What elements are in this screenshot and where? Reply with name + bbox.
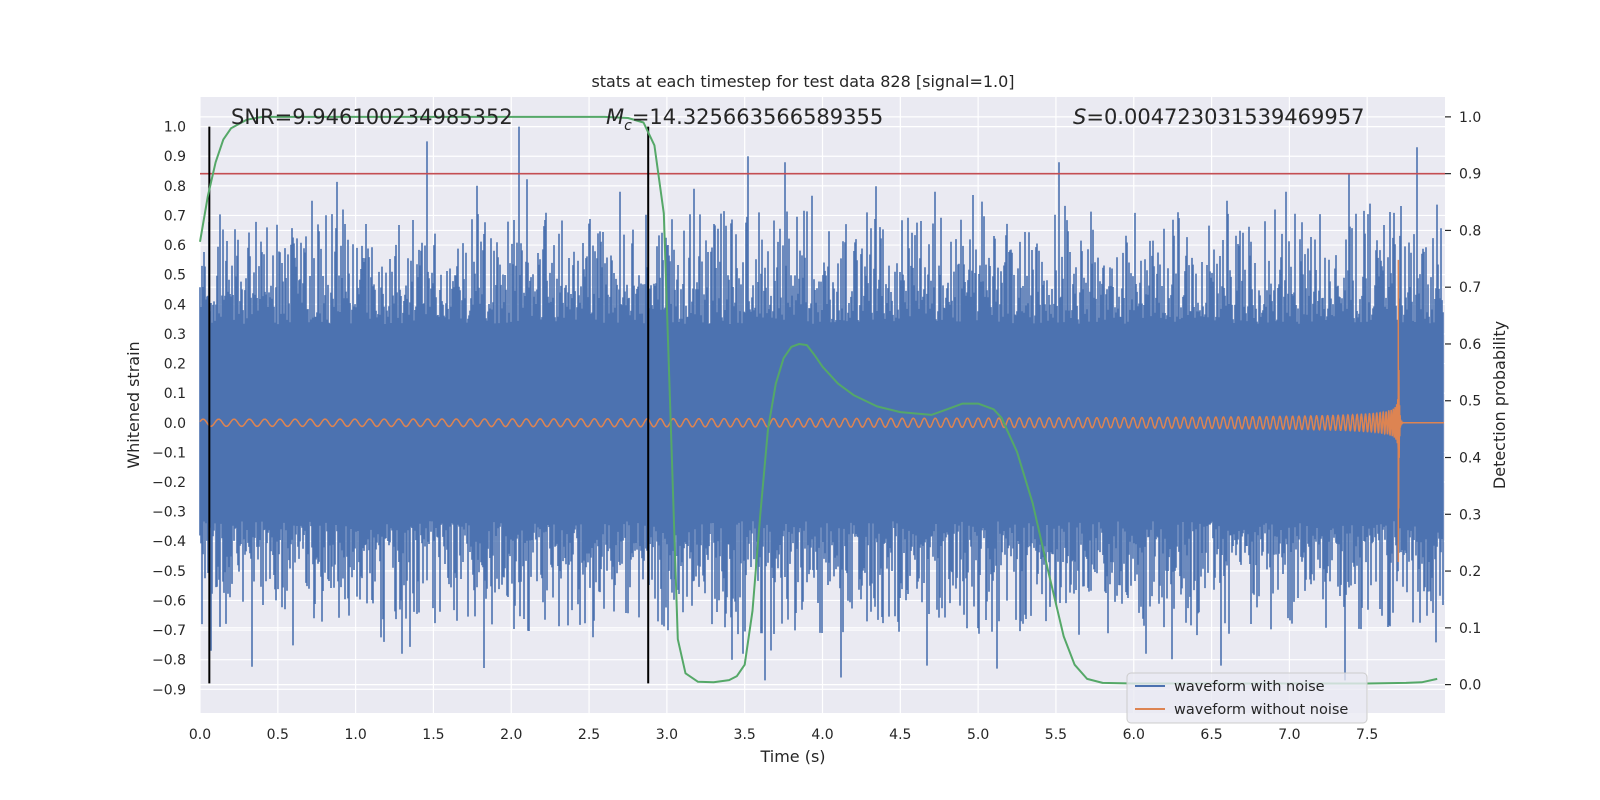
x-tick-label: 4.0 <box>811 727 833 743</box>
chart-title: stats at each timestep for test data 828… <box>591 72 1014 91</box>
y2-tick-label: 0.6 <box>1459 337 1481 353</box>
series-waveform-without-noise <box>199 259 1445 562</box>
noise-waveform-path <box>199 126 1444 681</box>
x-tick-label: 7.5 <box>1356 727 1378 743</box>
y2-axis-label: Detection probability <box>1490 321 1509 489</box>
y-tick-label: −0.4 <box>152 534 186 550</box>
x-tick-label: 0.5 <box>267 727 289 743</box>
detection-probability-path <box>199 115 1438 685</box>
y-axis-ticks: −0.9 −0.8 −0.7 −0.6 −0.5 −0.4 −0.3 −0.2 −0.1 0.0 0… <box>152 120 186 699</box>
y-tick-label: 0.3 <box>164 327 186 343</box>
y2-tick-label: 0.3 <box>1459 507 1481 523</box>
y2-tick-label: 0.0 <box>1459 678 1481 694</box>
legend-box <box>1126 672 1368 724</box>
y-tick-label: 0.8 <box>164 179 186 195</box>
y2-tick-label: 0.2 <box>1459 564 1481 580</box>
y-tick-label: 0.4 <box>164 297 186 313</box>
series-waveform-with-noise <box>199 126 1444 681</box>
plot-area <box>199 97 1445 713</box>
y-tick-label: 0.2 <box>164 357 186 373</box>
x-tick-label: 6.0 <box>1123 727 1145 743</box>
chirp-mass-symbol: M <box>606 105 624 129</box>
y-tick-label: −0.2 <box>152 475 186 491</box>
x-tick-label: 5.0 <box>967 727 989 743</box>
y-tick-label: −0.1 <box>152 445 186 461</box>
y-tick-label: 0.6 <box>164 238 186 254</box>
x-tick-label: 0.0 <box>189 727 211 743</box>
y-tick-label: 0.9 <box>164 149 186 165</box>
y-tick-label: 1.0 <box>164 120 186 136</box>
annotation-s: S=0.004723031539469957 <box>1073 105 1364 129</box>
legend-label-waveform-without-noise: waveform without noise <box>1174 702 1348 718</box>
x-axis-label: Time (s) <box>759 747 825 766</box>
y-tick-label: 0.1 <box>164 386 186 402</box>
x-tick-label: 7.0 <box>1278 727 1300 743</box>
y-tick-label: 0.0 <box>164 416 186 432</box>
y2-tick-label: 0.5 <box>1459 394 1481 410</box>
x-tick-label: 5.5 <box>1045 727 1067 743</box>
x-tick-label: 6.5 <box>1200 727 1222 743</box>
marker-lines <box>208 126 650 684</box>
y-tick-label: −0.7 <box>152 623 186 639</box>
y-tick-label: −0.9 <box>152 682 186 698</box>
y2-tick-label: 0.9 <box>1459 167 1481 183</box>
y-tick-label: −0.3 <box>152 505 186 521</box>
y2-tick-label: 0.7 <box>1459 280 1481 296</box>
annotations: SNR=9.946100234985352 Mc=14.325663566589… <box>231 105 1364 134</box>
x-tick-label: 1.5 <box>422 727 444 743</box>
legend: waveform with noise waveform without noi… <box>1126 672 1368 724</box>
chirp-mass-subscript: c <box>624 118 632 134</box>
x-tick-label: 3.0 <box>656 727 678 743</box>
x-tick-label: 4.5 <box>889 727 911 743</box>
s-symbol: S <box>1073 105 1086 129</box>
chirp-waveform-path <box>199 369 1445 509</box>
y2-tick-label: 1.0 <box>1459 110 1481 126</box>
chirp-mass-value: =14.325663566589355 <box>632 105 883 129</box>
y2-axis-ticks: 0.0 0.1 0.2 0.3 0.4 0.5 0.6 0.7 0.8 0.9 1.0 <box>1445 110 1481 694</box>
s-value: =0.004723031539469957 <box>1086 105 1364 129</box>
legend-label-waveform-with-noise: waveform with noise <box>1174 679 1325 695</box>
y-tick-label: −0.5 <box>152 564 186 580</box>
x-tick-label: 3.5 <box>734 727 756 743</box>
annotation-chirp-mass: Mc=14.325663566589355 <box>606 105 883 134</box>
y-tick-label: −0.8 <box>152 653 186 669</box>
y-axis-label: Whitened strain <box>124 341 143 468</box>
y2-tick-label: 0.4 <box>1459 451 1481 467</box>
x-tick-label: 1.0 <box>344 727 366 743</box>
x-tick-label: 2.5 <box>578 727 600 743</box>
y2-tick-label: 0.1 <box>1459 621 1481 637</box>
x-tick-label: 2.0 <box>500 727 522 743</box>
series-detection-probability <box>199 115 1438 685</box>
x-axis-ticks: 0.0 0.5 1.0 1.5 2.0 2.5 3.0 3.5 4.0 4.5 5.0 5.5 6.0 6… <box>189 727 1378 743</box>
y-tick-label: 0.7 <box>164 208 186 224</box>
annotation-snr: SNR=9.946100234985352 <box>231 105 513 129</box>
y-tick-label: −0.6 <box>152 593 186 609</box>
y2-tick-label: 0.8 <box>1459 223 1481 239</box>
y-tick-label: 0.5 <box>164 268 186 284</box>
